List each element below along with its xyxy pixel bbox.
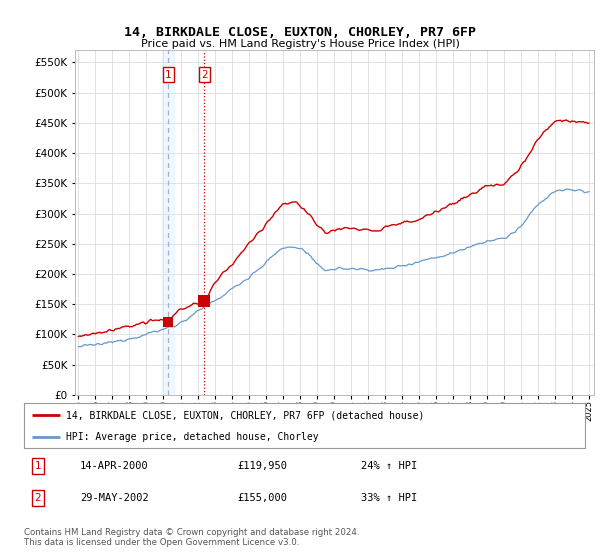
Text: Contains HM Land Registry data © Crown copyright and database right 2024.
This d: Contains HM Land Registry data © Crown c… — [24, 528, 359, 547]
Text: HPI: Average price, detached house, Chorley: HPI: Average price, detached house, Chor… — [66, 432, 319, 442]
Text: 24% ↑ HPI: 24% ↑ HPI — [361, 461, 417, 471]
Text: 33% ↑ HPI: 33% ↑ HPI — [361, 493, 417, 503]
Text: 29-MAY-2002: 29-MAY-2002 — [80, 493, 149, 503]
Text: 14, BIRKDALE CLOSE, EUXTON, CHORLEY, PR7 6FP (detached house): 14, BIRKDALE CLOSE, EUXTON, CHORLEY, PR7… — [66, 410, 424, 421]
Text: 1: 1 — [165, 69, 172, 80]
Text: £119,950: £119,950 — [237, 461, 287, 471]
Text: 14, BIRKDALE CLOSE, EUXTON, CHORLEY, PR7 6FP: 14, BIRKDALE CLOSE, EUXTON, CHORLEY, PR7… — [124, 26, 476, 39]
Text: 1: 1 — [35, 461, 41, 471]
Text: 2: 2 — [35, 493, 41, 503]
Text: £155,000: £155,000 — [237, 493, 287, 503]
Text: 14-APR-2000: 14-APR-2000 — [80, 461, 149, 471]
Text: 2: 2 — [201, 69, 208, 80]
Bar — [163, 50, 175, 395]
Text: Price paid vs. HM Land Registry's House Price Index (HPI): Price paid vs. HM Land Registry's House … — [140, 39, 460, 49]
